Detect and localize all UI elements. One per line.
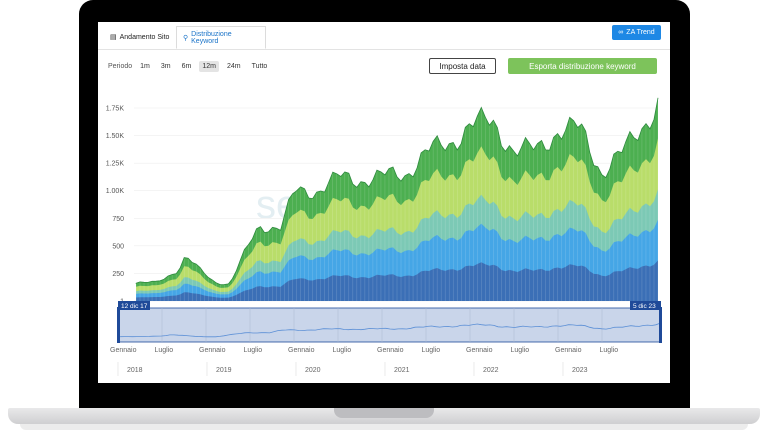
- end-date-badge: [630, 301, 661, 310]
- y-tick-label: 750: [112, 216, 124, 223]
- year-label: 2023: [572, 367, 588, 374]
- tab-distribuzione-keyword[interactable]: ⚲ Distribuzione Keyword: [176, 26, 266, 49]
- set-date-button[interactable]: Imposta data: [429, 58, 496, 74]
- glasses-icon: ∞: [618, 29, 624, 36]
- start-date-badge: [118, 301, 150, 310]
- month-label: Gennaio: [288, 347, 315, 354]
- total-outline: [135, 97, 659, 286]
- y-tick-label: 1.50K: [106, 133, 125, 140]
- laptop-notch: [334, 408, 434, 418]
- tab-label: Andamento Sito: [119, 33, 170, 41]
- navigator-line: [120, 322, 661, 338]
- za-trend-button[interactable]: ∞ ZA Trend: [612, 25, 661, 40]
- chart-icon: ▤: [110, 34, 117, 41]
- za-trend-label: ZA Trend: [626, 29, 655, 36]
- month-label: Luglio: [333, 347, 352, 354]
- month-label: Gennaio: [110, 347, 137, 354]
- end-date-label: 5 dic 23: [633, 303, 656, 310]
- month-label: Luglio: [244, 347, 263, 354]
- period-3m[interactable]: 3m: [160, 62, 171, 70]
- y-tick-label: 250: [112, 271, 124, 278]
- y-tick-label: 1.00K: [106, 188, 125, 195]
- period-12m[interactable]: 12m: [199, 60, 219, 72]
- start-date-label: 12 dic 17: [121, 303, 148, 310]
- year-label: 2019: [216, 367, 232, 374]
- month-label: Luglio: [422, 347, 441, 354]
- tab-bar: ▤ Andamento Sito ⚲ Distribuzione Keyword…: [98, 22, 670, 50]
- tab-andamento-sito[interactable]: ▤ Andamento Sito: [104, 26, 176, 48]
- period-24m[interactable]: 24m: [226, 62, 241, 70]
- year-label: 2021: [394, 367, 410, 374]
- month-label: Gennaio: [555, 347, 582, 354]
- key-icon: ⚲: [183, 34, 189, 42]
- y-tick-label: 500: [112, 243, 124, 250]
- month-label: Luglio: [511, 347, 530, 354]
- year-label: 2022: [483, 367, 499, 374]
- navigator-handle-left: [117, 307, 120, 343]
- period-1m[interactable]: 1m: [140, 62, 150, 70]
- month-label: Gennaio: [466, 347, 493, 354]
- year-label: 2020: [305, 367, 321, 374]
- export-button[interactable]: Esporta distribuzione keyword: [508, 58, 657, 74]
- year-label: 2018: [127, 367, 143, 374]
- month-label: Gennaio: [377, 347, 404, 354]
- period-tutto[interactable]: Tutto: [251, 62, 268, 70]
- period-selector: Periodo 1m 3m 6m 12m 24m Tutto: [108, 58, 275, 74]
- y-tick-label: 1.25K: [106, 161, 125, 168]
- navigator-handle-right: [659, 307, 662, 343]
- period-label: Periodo: [108, 62, 133, 70]
- month-label: Luglio: [155, 347, 174, 354]
- month-label: Gennaio: [199, 347, 226, 354]
- tab-label: Distribuzione Keyword: [191, 30, 232, 45]
- period-6m[interactable]: 6m: [181, 62, 192, 70]
- app-screen: ▤ Andamento Sito ⚲ Distribuzione Keyword…: [98, 22, 670, 383]
- month-label: Luglio: [600, 347, 619, 354]
- y-tick-label: 1.75K: [106, 106, 125, 113]
- laptop-shadow: [20, 424, 748, 430]
- band-area-1: [136, 260, 658, 301]
